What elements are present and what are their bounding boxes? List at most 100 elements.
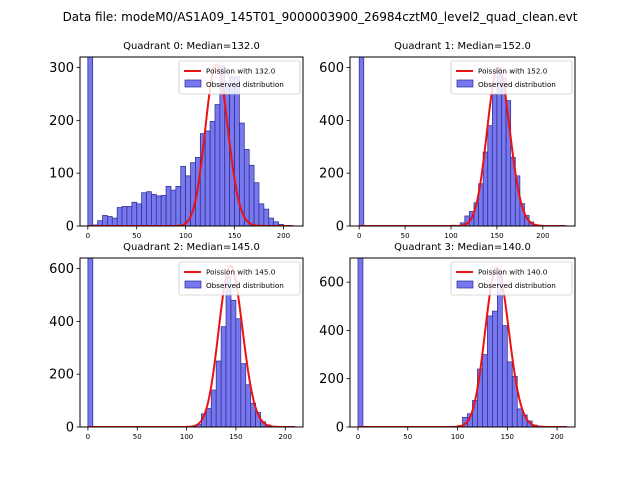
histogram-bar <box>180 165 186 226</box>
histogram-bar <box>146 191 152 226</box>
histogram-bar <box>253 182 260 226</box>
histogram-bar <box>501 325 508 427</box>
legend-observed-label: Observed distribution <box>478 80 556 89</box>
y-tick-label: 400 <box>319 114 344 129</box>
legend: Poission with 132.0 Observed distribution <box>178 60 301 95</box>
y-tick-label: 0 <box>66 220 74 235</box>
histogram-bar <box>131 201 138 226</box>
subplot-title: Quadrant 2: Median=145.0 <box>123 242 260 253</box>
axes-frame <box>349 56 576 227</box>
x-tick-label: 50 <box>132 232 141 240</box>
histogram-bar <box>492 310 498 427</box>
histogram-bar <box>210 389 217 427</box>
histogram-bar <box>482 354 488 427</box>
histogram-bar <box>170 189 177 226</box>
axes-frame <box>79 257 304 428</box>
histogram-bar <box>491 93 498 226</box>
histogram-bar <box>151 193 157 226</box>
plot-area <box>357 258 568 427</box>
histogram-bar <box>357 258 364 427</box>
histogram-bar <box>263 208 270 226</box>
legend-observed-label: Observed distribution <box>478 281 556 290</box>
legend-observed-label: Observed distribution <box>206 281 284 290</box>
histogram-bar <box>240 363 247 427</box>
histogram-bar <box>248 164 255 226</box>
y-tick-label: 200 <box>319 167 344 182</box>
y-tick-label: 200 <box>49 368 74 383</box>
histogram-bar <box>204 130 211 226</box>
histogram-bar <box>487 125 493 226</box>
x-tick-label: 200 <box>279 433 292 441</box>
x-tick-label: 50 <box>403 433 412 441</box>
histogram-bar <box>258 203 265 226</box>
poisson-curve <box>359 66 566 226</box>
histogram-bar <box>214 104 221 226</box>
legend-observed-swatch <box>456 280 474 289</box>
histogram-bar <box>235 318 242 427</box>
subplot-0: Quadrant 0: Median=132.0 0 50 100 150 200 0 100… <box>49 41 304 240</box>
histogram-bar <box>358 57 365 226</box>
histogram-bar <box>496 272 503 427</box>
histogram-bar <box>116 207 123 226</box>
histogram-bar <box>245 384 252 427</box>
subplot-title: Quadrant 0: Median=132.0 <box>123 41 260 52</box>
subplot-1: Quadrant 1: Median=152.0 0 50 100 150 200 0 200… <box>319 41 576 240</box>
histogram-bar <box>205 408 212 427</box>
y-tick-label: 600 <box>49 262 74 277</box>
poisson-curve <box>357 266 568 427</box>
histogram-bar <box>268 217 275 226</box>
axes-frame <box>79 56 304 227</box>
x-tick-label: 150 <box>228 232 241 240</box>
x-tick-label: 100 <box>179 232 192 240</box>
y-tick-label: 0 <box>336 220 344 235</box>
legend: Poission with 145.0 Observed distribution <box>178 261 301 296</box>
y-tick-label: 400 <box>319 324 344 339</box>
axes-frame <box>349 257 576 428</box>
histogram-bar <box>111 217 118 226</box>
histogram-bar <box>121 206 128 226</box>
histogram-bar <box>126 206 133 226</box>
legend-box <box>450 261 573 296</box>
legend-box <box>178 261 301 296</box>
histogram-bar <box>155 195 162 226</box>
y-tick-label: 600 <box>319 276 344 291</box>
legend-observed-swatch <box>456 79 474 88</box>
histogram-bar <box>87 57 94 226</box>
x-tick-label: 50 <box>133 433 142 441</box>
subplot-3: Quadrant 3: Median=140.0 0 50 100 150 200 0 200… <box>319 242 576 441</box>
x-tick-label: 50 <box>401 232 410 240</box>
x-tick-label: 150 <box>490 232 503 240</box>
histogram-bar <box>141 192 147 226</box>
histogram-bar <box>175 186 182 226</box>
y-tick-label: 200 <box>319 372 344 387</box>
legend-box <box>450 60 573 95</box>
y-tick-label: 400 <box>49 315 74 330</box>
y-tick-label: 0 <box>66 421 74 436</box>
subplot-title: Quadrant 3: Median=140.0 <box>394 242 531 253</box>
y-tick-label: 200 <box>49 114 74 129</box>
histogram-bar <box>220 326 227 427</box>
legend-observed-swatch <box>184 280 202 289</box>
legend-observed-swatch <box>184 79 202 88</box>
legend: Poission with 152.0 Observed distribution <box>450 60 573 95</box>
x-tick-label: 0 <box>357 232 361 240</box>
legend: Poission with 140.0 Observed distribution <box>450 261 573 296</box>
x-tick-label: 200 <box>536 232 549 240</box>
histogram-bar <box>506 361 513 427</box>
histogram-bar <box>165 186 172 226</box>
histogram-bar <box>87 258 94 427</box>
legend-observed-label: Observed distribution <box>206 80 284 89</box>
x-tick-label: 200 <box>550 433 563 441</box>
subplot-2: Quadrant 2: Median=145.0 0 50 100 150 200 0 200… <box>49 242 304 441</box>
y-tick-label: 100 <box>49 167 74 182</box>
x-tick-label: 200 <box>277 232 290 240</box>
legend-poisson-label: Poission with 140.0 <box>478 268 548 277</box>
x-tick-label: 100 <box>180 433 193 441</box>
y-tick-label: 300 <box>49 61 74 76</box>
legend-poisson-label: Poission with 152.0 <box>478 67 548 76</box>
legend-box <box>178 60 301 95</box>
histogram-bar <box>487 315 493 427</box>
histogram-bar <box>102 215 108 226</box>
histogram-bar <box>230 299 237 427</box>
